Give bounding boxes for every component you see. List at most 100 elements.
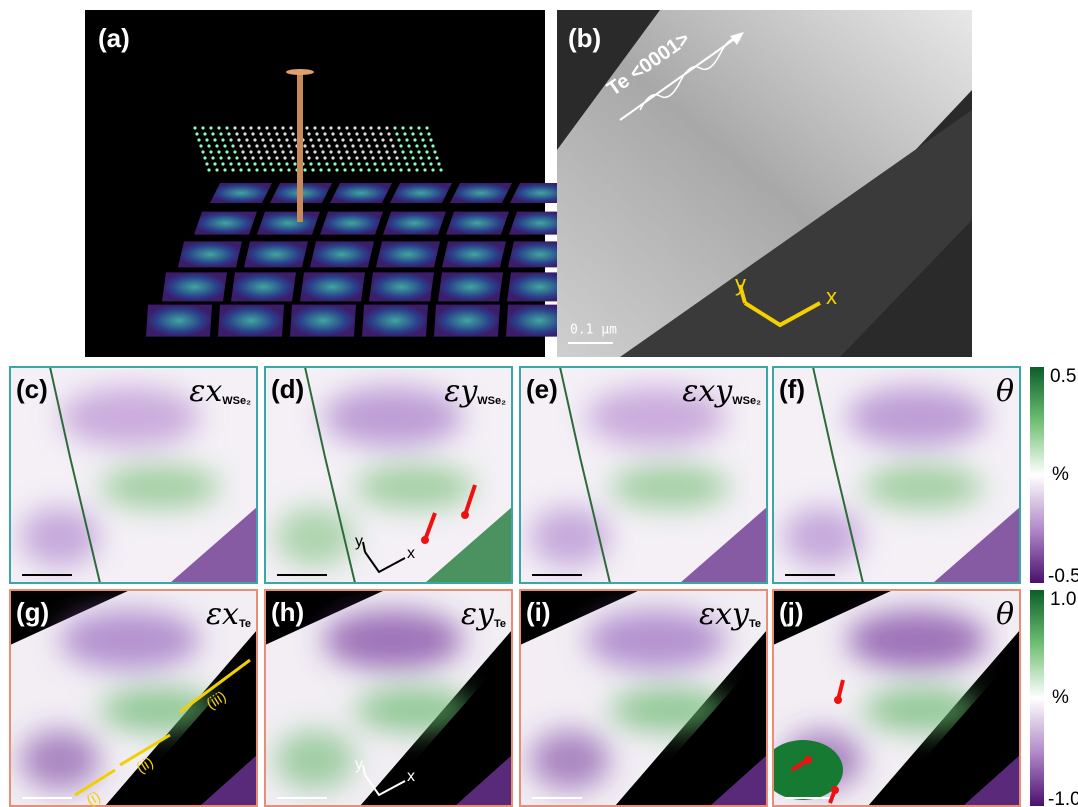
diffraction-tile	[320, 211, 383, 235]
scale-label: 0.1 μm	[570, 323, 617, 338]
symbol: ε	[682, 374, 698, 409]
colorbar-bottom: -0.5	[1048, 566, 1078, 587]
diffraction-tile	[509, 211, 572, 235]
atom	[405, 162, 409, 166]
blob	[100, 465, 220, 509]
atom	[257, 150, 261, 154]
atom	[433, 150, 437, 154]
diffraction-tile	[450, 183, 512, 203]
atom	[271, 144, 275, 148]
black-gap	[883, 650, 1020, 806]
atom	[255, 168, 259, 172]
atom	[235, 132, 239, 136]
atom	[365, 162, 369, 166]
symbol: ε	[699, 597, 715, 632]
atom	[393, 150, 397, 154]
atom	[389, 162, 393, 166]
variable: x	[222, 597, 239, 632]
atom	[321, 150, 325, 154]
axes-arrows	[362, 541, 406, 574]
atom	[239, 168, 243, 172]
atom	[377, 150, 381, 154]
atom	[231, 168, 235, 172]
atom	[413, 162, 417, 166]
diffraction-tile	[218, 304, 284, 337]
red-arrow	[463, 484, 477, 516]
atom	[315, 132, 319, 136]
blob	[586, 610, 726, 670]
atom	[371, 156, 375, 160]
atom	[421, 138, 425, 142]
component-label: εxyWSe₂	[682, 374, 761, 409]
crack	[304, 367, 356, 583]
atom	[239, 144, 243, 148]
panel-label: (i)	[526, 597, 551, 627]
atom	[233, 126, 237, 130]
atom	[335, 144, 339, 148]
atom	[209, 126, 213, 130]
variable: y	[475, 597, 495, 632]
colorbar-unit: %	[1052, 687, 1069, 708]
component-label: θ	[996, 597, 1014, 632]
atom	[257, 126, 261, 130]
variable: y	[458, 374, 478, 409]
atom	[273, 150, 277, 154]
panel-label: (e)	[526, 374, 558, 404]
strain-map: (f) θ	[772, 366, 1021, 584]
panel-label: (a)	[98, 23, 130, 53]
atom	[399, 144, 403, 148]
atom	[229, 138, 233, 142]
blob	[275, 730, 355, 790]
dark-band	[620, 110, 972, 357]
atom	[363, 156, 367, 160]
blobs	[530, 387, 730, 567]
beam	[297, 72, 303, 222]
atom	[353, 126, 357, 130]
blob	[783, 507, 863, 567]
atom	[369, 150, 373, 154]
atom	[217, 126, 221, 130]
atom	[227, 156, 231, 160]
map-border	[264, 589, 513, 807]
map-border	[519, 589, 768, 807]
atom	[201, 126, 205, 130]
atom	[287, 168, 291, 172]
strain-map: (g) εxTe	[9, 589, 258, 807]
atom	[223, 168, 227, 172]
atom	[431, 144, 435, 148]
atom	[387, 132, 391, 136]
map-border	[9, 589, 258, 807]
strain-map: (i) εxyTe	[519, 589, 768, 807]
atom	[215, 144, 219, 148]
strain-map: (c) εxWSe₂	[9, 366, 258, 584]
atom	[277, 162, 281, 166]
atom	[275, 132, 279, 136]
blobs	[530, 610, 730, 790]
atom	[343, 168, 347, 172]
map-border	[9, 366, 258, 584]
component-label: εxTe	[206, 597, 251, 632]
atom	[267, 132, 271, 136]
diffraction-tile	[178, 241, 242, 268]
atom	[355, 156, 359, 160]
diffraction-tile	[310, 241, 374, 268]
variable: xy	[698, 374, 733, 409]
axes-arrows	[362, 764, 406, 797]
atom	[235, 156, 239, 160]
atom	[375, 144, 379, 148]
atom	[345, 126, 349, 130]
blob	[323, 610, 463, 670]
atom	[227, 132, 231, 136]
atom	[303, 168, 307, 172]
atom	[277, 138, 281, 142]
diffraction-tile	[300, 272, 365, 302]
atom	[193, 126, 197, 130]
atom	[203, 156, 207, 160]
lower-band	[425, 507, 512, 583]
atom	[365, 138, 369, 142]
component-label: εyWSe₂	[444, 374, 506, 409]
subscript: Te	[239, 618, 251, 630]
atom	[221, 162, 225, 166]
atom	[231, 144, 235, 148]
